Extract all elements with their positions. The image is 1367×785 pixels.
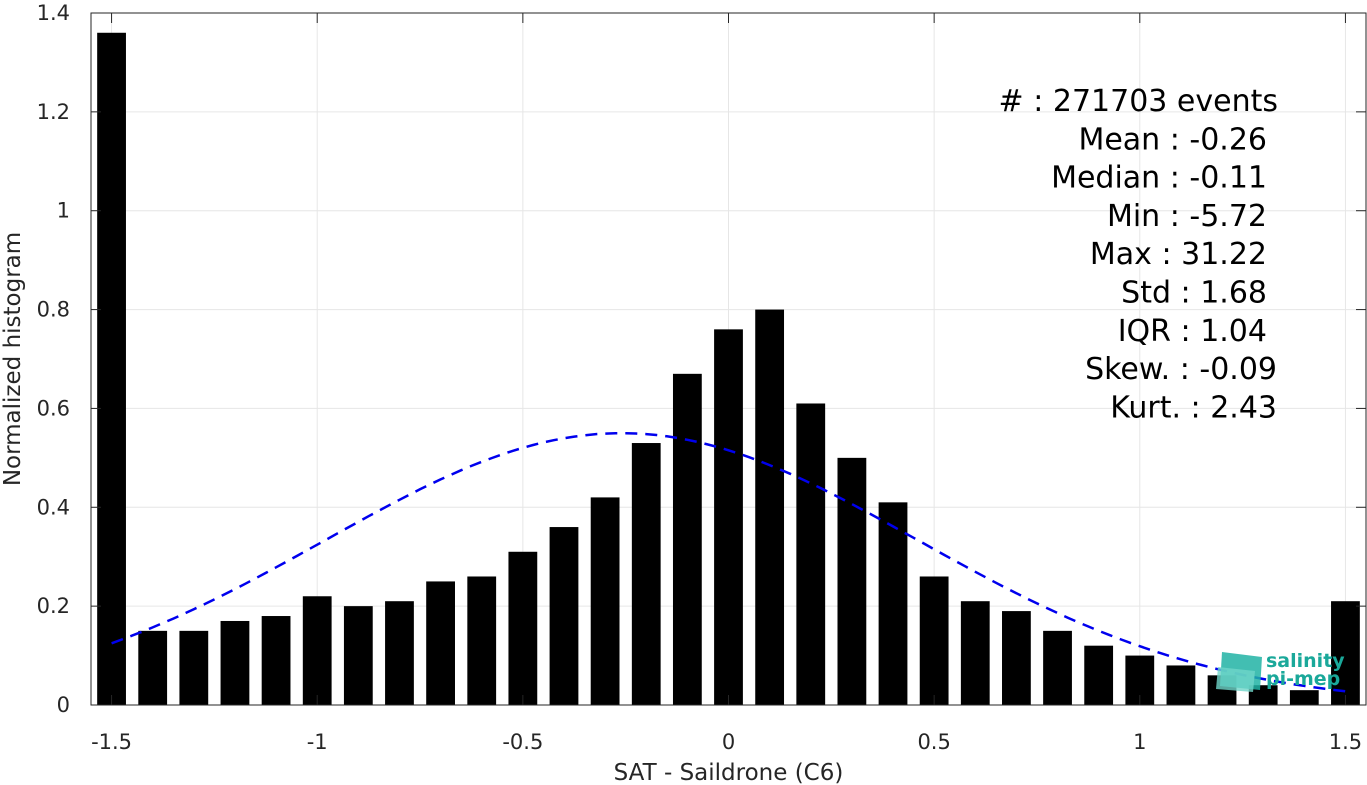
bar	[878, 502, 908, 705]
bar	[837, 457, 867, 705]
bar	[672, 373, 702, 705]
bar	[1289, 690, 1319, 705]
logo-text-salinity: salinity	[1266, 650, 1345, 672]
bar	[138, 630, 168, 705]
bar	[1248, 685, 1278, 705]
y-tick-label: 1.2	[37, 100, 70, 124]
y-tick-label: 0.2	[37, 594, 70, 618]
stat-line: IQR : 1.04	[1118, 314, 1267, 349]
y-tick-label: 0.4	[37, 495, 70, 519]
x-tick-label: -1	[307, 730, 328, 754]
bar	[755, 309, 785, 705]
bar	[1002, 611, 1031, 705]
bar	[261, 616, 291, 705]
bar	[220, 620, 250, 705]
fit-curve-path	[111, 431, 1346, 693]
bar	[1043, 630, 1072, 705]
stat-line: Skew. : -0.09	[1085, 352, 1277, 387]
x-tick-label: 0.5	[917, 730, 950, 754]
stat-line: Mean : -0.26	[1078, 122, 1267, 157]
bar	[796, 403, 826, 705]
bar	[508, 551, 538, 705]
bar	[919, 576, 949, 705]
x-tick-label: 1	[1133, 730, 1146, 754]
axes	[90, 12, 1367, 706]
bar	[631, 443, 661, 705]
x-tick-label: 1.5	[1329, 730, 1362, 754]
bar	[467, 576, 497, 705]
bar	[302, 596, 332, 705]
bar	[426, 581, 455, 705]
y-tick-label: 0	[57, 693, 70, 717]
bar	[1084, 645, 1114, 705]
bars	[97, 32, 1360, 706]
stat-line: Std : 1.68	[1121, 276, 1267, 311]
bar	[590, 497, 620, 705]
y-tick-label: 0.6	[37, 396, 70, 420]
x-tick-label: -1.5	[91, 730, 132, 754]
bar	[97, 32, 126, 706]
x-axis-label: SAT - Saildrone (C6)	[614, 760, 844, 785]
bar	[714, 329, 743, 705]
bar	[1166, 665, 1196, 705]
x-tick-label: 0	[722, 730, 735, 754]
y-tick-label: 0.8	[37, 298, 70, 322]
x-tick-label: -0.5	[502, 730, 543, 754]
stat-line: Median : -0.11	[1051, 161, 1267, 196]
stat-line: Min : -5.72	[1107, 199, 1267, 234]
bar	[1331, 601, 1360, 705]
y-tick-label: 1.4	[37, 1, 70, 25]
y-tick-label: 1	[57, 199, 70, 223]
logo: salinity pi-mep	[1216, 650, 1345, 692]
bar	[549, 527, 579, 705]
logo-icon	[1216, 652, 1262, 692]
y-axis-label: Normalized histogram	[0, 232, 26, 486]
bar	[385, 601, 414, 705]
stat-line: # : 271703 events	[999, 84, 1278, 119]
tick-labels: -1.5 -1 -0.5 0 0.5 1 1.5 0 0.2 0.4 0.6 0.8 1 1.2 1.4	[37, 1, 1363, 754]
bar	[343, 606, 373, 705]
stat-line: Max : 31.22	[1090, 237, 1267, 272]
fit-curve	[111, 431, 1346, 693]
stat-line: Kurt. : 2.43	[1110, 390, 1277, 425]
logo-text-pimep: pi-mep	[1266, 668, 1340, 690]
bar	[960, 601, 990, 705]
grid	[91, 12, 1366, 706]
bar	[179, 630, 209, 705]
